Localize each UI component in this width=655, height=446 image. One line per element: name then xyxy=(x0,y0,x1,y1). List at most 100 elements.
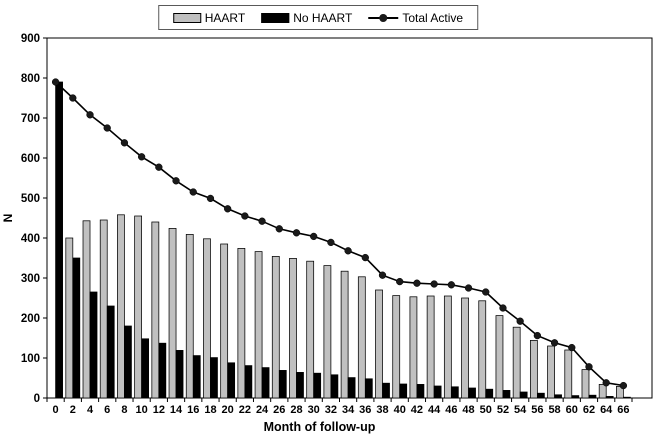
haart-bar xyxy=(151,221,160,399)
legend-item-total-active: Total Active xyxy=(368,11,463,25)
no-haart-bar xyxy=(623,396,631,399)
haart-bar xyxy=(512,326,521,399)
y-axis-title: N xyxy=(1,214,15,223)
no-haart-bar xyxy=(330,374,339,399)
total-active-marker xyxy=(447,281,455,289)
x-tick-label: 50 xyxy=(480,404,492,416)
total-active-marker xyxy=(292,229,301,237)
x-tick-label: 44 xyxy=(428,404,441,416)
x-tick-label: 2 xyxy=(70,404,76,416)
no-haart-bar xyxy=(106,305,115,399)
no-haart-bar xyxy=(605,396,614,399)
total-active-marker xyxy=(482,288,490,296)
legend-item-no-haart: No HAART xyxy=(261,11,352,25)
total-active-marker xyxy=(69,94,77,102)
total-active-marker xyxy=(155,163,163,171)
haart-bar xyxy=(203,238,211,399)
haart-bar xyxy=(357,276,366,399)
total-active-marker xyxy=(602,379,610,387)
haart-bar xyxy=(340,270,349,399)
no-haart-bar xyxy=(347,377,356,399)
x-tick-label: 22 xyxy=(239,404,251,416)
no-haart-bar xyxy=(468,387,476,399)
total-active-line-swatch-icon xyxy=(368,13,399,22)
haart-bar xyxy=(564,349,573,399)
haart-bar xyxy=(426,295,435,399)
x-tick-label: 24 xyxy=(256,404,269,416)
x-tick-label: 58 xyxy=(548,404,560,416)
no-haart-bar xyxy=(502,390,511,399)
no-haart-bar xyxy=(124,325,132,399)
haart-bar xyxy=(99,219,108,399)
plot-border xyxy=(46,37,653,399)
x-axis-title: Month of follow-up xyxy=(264,420,376,434)
y-tick-label: 500 xyxy=(21,193,40,205)
x-tick-label: 16 xyxy=(187,404,199,416)
total-active-marker xyxy=(86,111,94,119)
x-tick-label: 54 xyxy=(514,404,527,416)
haart-bar xyxy=(392,295,401,399)
total-active-line xyxy=(55,81,624,387)
no-haart-bar xyxy=(261,367,270,399)
x-tick-label: 62 xyxy=(583,404,595,416)
no-haart-bar xyxy=(571,395,580,399)
x-tick-label: 42 xyxy=(411,404,423,416)
total-active-marker xyxy=(430,280,438,288)
x-tick-label: 10 xyxy=(136,404,148,416)
x-tick-label: 34 xyxy=(342,404,355,416)
x-tick-label: 28 xyxy=(290,404,302,416)
y-tick-label: 600 xyxy=(21,153,40,165)
x-tick-label: 6 xyxy=(104,404,110,416)
y-tick-label: 400 xyxy=(21,233,40,245)
haart-bar xyxy=(82,220,91,399)
total-active-marker xyxy=(172,177,180,185)
haart-bar xyxy=(598,384,607,399)
total-active-marker xyxy=(378,271,387,279)
total-active-marker xyxy=(120,139,129,147)
no-haart-bar xyxy=(588,394,597,399)
y-tick-label: 800 xyxy=(21,73,40,85)
total-active-marker xyxy=(619,381,628,390)
y-tick-label: 300 xyxy=(21,273,40,285)
x-tick-label: 66 xyxy=(617,404,629,416)
no-haart-bar xyxy=(519,391,528,399)
total-active-marker xyxy=(568,343,576,352)
total-active-marker xyxy=(361,253,369,262)
total-active-marker xyxy=(137,153,146,161)
haart-bar xyxy=(220,243,229,399)
chart-legend: HAART No HAART Total Active xyxy=(157,5,479,30)
no-haart-bar xyxy=(192,355,201,399)
y-tick-label: 200 xyxy=(21,313,40,325)
y-tick-label: 900 xyxy=(21,33,40,45)
x-tick-label: 56 xyxy=(531,404,543,416)
haart-bar xyxy=(117,214,125,399)
total-active-marker xyxy=(327,238,335,247)
haart-bar xyxy=(65,237,74,399)
x-tick-label: 18 xyxy=(204,404,216,416)
no-haart-bar xyxy=(55,81,63,399)
legend-label-no-haart: No HAART xyxy=(293,10,353,25)
x-tick-label: 0 xyxy=(53,404,59,416)
haart-bar xyxy=(375,289,383,399)
no-haart-bar-swatch-icon xyxy=(261,12,290,23)
x-tick-label: 14 xyxy=(170,404,183,416)
total-active-marker xyxy=(396,277,404,286)
no-haart-bar xyxy=(227,362,236,399)
haart-bar xyxy=(271,256,280,399)
x-tick-label: 48 xyxy=(462,404,474,416)
y-tick-label: 0 xyxy=(34,393,40,405)
no-haart-bar xyxy=(416,384,425,399)
haart-bar xyxy=(185,234,194,399)
haart-bar xyxy=(134,215,143,399)
x-tick-label: 26 xyxy=(273,404,285,416)
x-tick-label: 12 xyxy=(153,404,165,416)
x-tick-label: 20 xyxy=(222,404,234,416)
haart-bar xyxy=(443,295,452,399)
haart-bar xyxy=(581,369,590,399)
total-active-marker xyxy=(241,212,249,220)
x-tick-label: 60 xyxy=(566,404,578,416)
no-haart-bar xyxy=(244,365,253,399)
total-active-marker xyxy=(533,331,542,340)
